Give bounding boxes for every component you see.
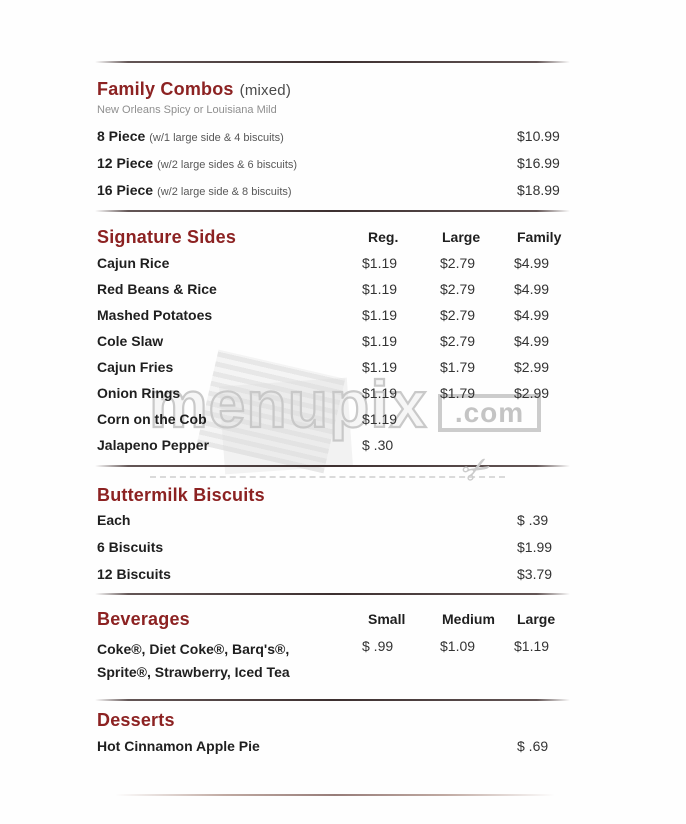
beverage-name-line1: Coke®, Diet Coke®, Barq's®,: [97, 641, 290, 657]
section-title-buttermilk-biscuits: Buttermilk Biscuits: [97, 485, 265, 505]
item-name: 6 Biscuits: [97, 539, 164, 555]
section-title-family-combos: Family Combos (mixed): [97, 79, 291, 100]
item-price-family: $2.99: [514, 385, 550, 401]
item-detail: (w/2 large sides & 6 biscuits): [157, 159, 298, 171]
item-price: $10.99: [517, 128, 560, 144]
item-price: $ .69: [517, 738, 549, 754]
item-price-family: $4.99: [514, 281, 550, 297]
item-price: $16.99: [517, 155, 560, 171]
family-combos-title: Family Combos: [97, 79, 234, 99]
item-name: Hot Cinnamon Apple Pie: [97, 738, 260, 754]
menu-item-row: Each $ .39: [97, 512, 570, 529]
item-name: Cajun Fries: [97, 359, 174, 375]
menu-item-row: Hot Cinnamon Apple Pie $ .69: [97, 738, 570, 755]
item-name: Jalapeno Pepper: [97, 437, 210, 453]
menu-item-row: 16 Piece (w/2 large side & 8 biscuits) $1…: [97, 182, 570, 201]
item-price-family: $4.99: [514, 307, 550, 323]
item-name: Cole Slaw: [97, 333, 164, 349]
item-price-reg: $1.19: [362, 359, 398, 375]
cut-line: [150, 476, 505, 478]
item-price-large: $2.79: [440, 307, 476, 323]
beverage-name-line2: Sprite®, Strawberry, Iced Tea: [97, 664, 290, 680]
item-name: Each: [97, 512, 131, 528]
item-name: 12 Biscuits: [97, 566, 171, 582]
item-name: 16 Piece: [97, 182, 154, 198]
menu-item-row: Mashed Potatoes $1.19 $2.79 $4.99: [97, 307, 570, 324]
item-price-reg: $1.19: [362, 385, 398, 401]
item-price: $1.99: [517, 539, 553, 555]
menu-item-row: 6 Biscuits $1.99: [97, 539, 570, 556]
section-title-desserts: Desserts: [97, 710, 175, 730]
section-title-beverages: Beverages: [97, 609, 190, 629]
column-header-reg: Reg.: [368, 229, 399, 245]
menu-item-row: Cajun Rice $1.19 $2.79 $4.99: [97, 255, 570, 272]
column-header-small: Small: [368, 611, 406, 627]
menu-item-row: 12 Biscuits $3.79: [97, 566, 570, 583]
section-divider: [95, 465, 570, 467]
item-name: 12 Piece: [97, 155, 154, 171]
menu-item-row: Red Beans & Rice $1.19 $2.79 $4.99: [97, 281, 570, 298]
beverage-name: Coke®, Diet Coke®, Barq's®, Sprite®, Str…: [97, 638, 357, 684]
watermark-domain-box: .com: [438, 394, 541, 432]
section-divider-top: [95, 61, 570, 63]
item-name: 8 Piece: [97, 128, 146, 144]
item-name: Corn on the Cob: [97, 411, 207, 427]
item-price-family: $2.99: [514, 359, 550, 375]
section-divider-bottom: [115, 794, 555, 796]
family-combos-subtitle: New Orleans Spicy or Louisiana Mild: [97, 104, 277, 116]
item-price-large: $2.79: [440, 255, 476, 271]
scissors-icon: ✂: [455, 446, 500, 494]
item-detail: (w/1 large side & 4 biscuits): [149, 132, 284, 144]
column-header-medium: Medium: [442, 611, 495, 627]
item-price-large: $2.79: [440, 333, 476, 349]
item-price-small: $ .99: [362, 638, 394, 654]
section-divider: [95, 699, 570, 701]
menu-item-row: Cole Slaw $1.19 $2.79 $4.99: [97, 333, 570, 350]
column-header-family: Family: [517, 229, 562, 245]
item-price: $3.79: [517, 566, 553, 582]
item-name: Red Beans & Rice: [97, 281, 217, 297]
item-price-large: $2.79: [440, 281, 476, 297]
item-price-large: $1.19: [514, 638, 550, 654]
item-price-family: $4.99: [514, 333, 550, 349]
section-divider: [95, 210, 570, 212]
item-price-reg: $1.19: [362, 333, 398, 349]
family-combos-qualifier: (mixed): [239, 82, 292, 99]
item-price-medium: $1.09: [440, 638, 476, 654]
item-price-reg: $1.19: [362, 255, 398, 271]
item-price-reg: $ .30: [362, 437, 394, 453]
section-title-signature-sides: Signature Sides: [97, 227, 237, 247]
item-price-reg: $1.19: [362, 307, 398, 323]
menu-item-row: Corn on the Cob $1.19: [97, 411, 570, 428]
watermark-brand-text: menupix: [148, 366, 428, 442]
section-divider: [95, 593, 570, 595]
menu-item-row: Cajun Fries $1.19 $1.79 $2.99: [97, 359, 570, 376]
item-price: $ .39: [517, 512, 549, 528]
item-detail: (w/2 large side & 8 biscuits): [157, 186, 292, 198]
item-price-reg: $1.19: [362, 411, 398, 427]
item-name: Mashed Potatoes: [97, 307, 213, 323]
column-header-large: Large: [517, 611, 556, 627]
column-header-large: Large: [442, 229, 481, 245]
item-price-large: $1.79: [440, 359, 476, 375]
item-price-family: $4.99: [514, 255, 550, 271]
menu-item-row: Onion Rings $1.19 $1.79 $2.99: [97, 385, 570, 402]
item-name: Onion Rings: [97, 385, 181, 401]
item-name: Cajun Rice: [97, 255, 170, 271]
item-price-reg: $1.19: [362, 281, 398, 297]
menu-item-row: 8 Piece (w/1 large side & 4 biscuits) $10…: [97, 128, 570, 147]
menu-item-row: 12 Piece (w/2 large sides & 6 biscuits) $…: [97, 155, 570, 174]
item-price-large: $1.79: [440, 385, 476, 401]
item-price: $18.99: [517, 182, 560, 198]
menu-item-row: Jalapeno Pepper $ .30: [97, 437, 570, 454]
